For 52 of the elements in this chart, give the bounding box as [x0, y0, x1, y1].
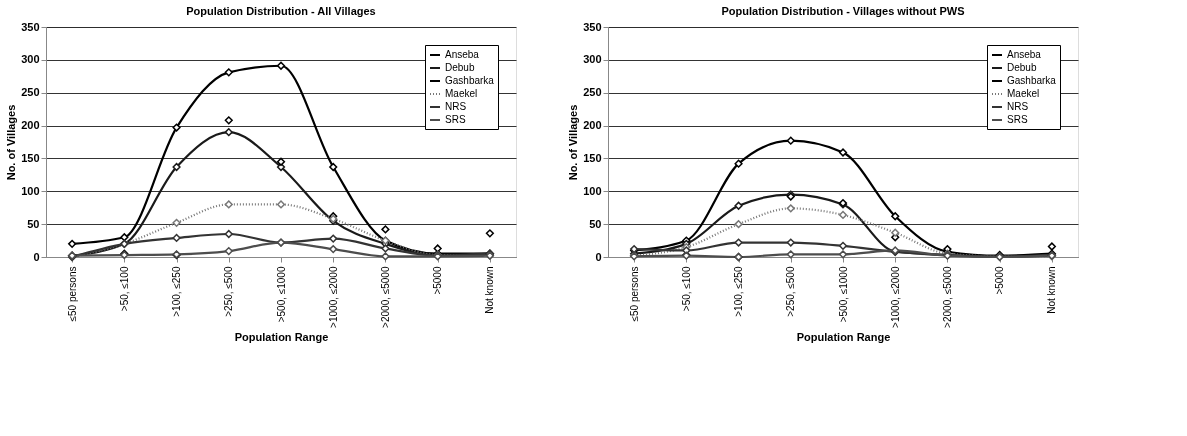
y-tick-label: 150: [21, 151, 40, 164]
y-tick-label: 50: [27, 217, 40, 230]
x-tick-label: Not known: [484, 266, 496, 314]
y-axis-title: No. of Villages: [5, 104, 18, 181]
x-tick-label: >100, ≤250: [171, 266, 183, 317]
legend-label: Maekel: [1007, 88, 1040, 99]
x-axis-title: Population Range: [234, 330, 329, 343]
x-tick-label: >2000, ≤5000: [379, 266, 391, 328]
x-tick-label: >100, ≤250: [733, 266, 745, 317]
y-tick-label: 100: [21, 184, 40, 197]
y-axis-title: No. of Villages: [567, 104, 580, 181]
legend-label: Anseba: [445, 49, 480, 60]
legend-label: SRS: [445, 114, 466, 125]
legend-label: Debub: [445, 62, 475, 73]
y-tick-label: 200: [583, 119, 602, 132]
x-tick-label: >250, ≤500: [223, 266, 235, 317]
legend-label: NRS: [1007, 101, 1029, 112]
legend-label: Anseba: [1007, 49, 1042, 60]
y-tick-label: 300: [21, 53, 40, 66]
y-tick-label: 250: [21, 86, 40, 99]
y-tick-label: 300: [583, 53, 602, 66]
legend-label: Gashbarka: [445, 75, 495, 86]
x-tick-label: >500, ≤1000: [837, 266, 849, 323]
legend-label: Maekel: [445, 88, 478, 99]
y-tick-label: 200: [21, 119, 40, 132]
x-tick-label: >5000: [432, 266, 444, 295]
legend-label: Gashbarka: [1007, 75, 1057, 86]
legend-label: NRS: [445, 101, 467, 112]
x-tick-label: >50, ≤100: [680, 266, 692, 312]
x-tick-label: >500, ≤1000: [275, 266, 287, 323]
y-tick-label: 350: [21, 20, 40, 33]
y-tick-label: 150: [583, 151, 602, 164]
x-tick-label: >250, ≤500: [785, 266, 797, 317]
legend-label: SRS: [1007, 114, 1028, 125]
x-tick-label: Not known: [1046, 266, 1058, 314]
x-tick-label: ≤50 persons: [628, 266, 640, 322]
chart-title: Population Distribution - All Villages: [186, 5, 376, 17]
y-tick-label: 100: [583, 184, 602, 197]
y-tick-label: 0: [33, 250, 40, 263]
x-tick-label: ≤50 persons: [66, 266, 78, 322]
y-tick-label: 350: [583, 20, 602, 33]
x-tick-label: >5000: [994, 266, 1006, 295]
x-tick-label: >1000, ≤2000: [327, 266, 339, 328]
x-tick-label: >2000, ≤5000: [941, 266, 953, 328]
x-axis-title: Population Range: [796, 330, 891, 343]
y-tick-label: 250: [583, 86, 602, 99]
x-tick-label: >1000, ≤2000: [889, 266, 901, 328]
x-tick-label: >50, ≤100: [118, 266, 130, 312]
y-tick-label: 50: [589, 217, 602, 230]
legend-label: Debub: [1007, 62, 1037, 73]
y-tick-label: 0: [595, 250, 602, 263]
chart-title: Population Distribution - Villages without PWS: [721, 5, 965, 17]
